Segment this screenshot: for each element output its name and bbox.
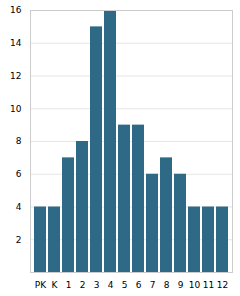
svg-text:2: 2 [16,235,22,245]
svg-text:6: 6 [136,280,142,290]
svg-text:4: 4 [108,280,114,290]
svg-text:2: 2 [80,280,86,290]
svg-text:6: 6 [16,169,22,179]
svg-text:K: K [52,280,59,290]
svg-text:14: 14 [10,38,22,48]
svg-text:PK: PK [35,280,47,290]
svg-text:12: 12 [217,280,228,290]
svg-text:10: 10 [10,104,22,114]
svg-text:9: 9 [178,280,184,290]
svg-text:10: 10 [189,280,201,290]
svg-text:8: 8 [16,136,22,146]
svg-text:8: 8 [164,280,170,290]
svg-text:11: 11 [203,280,214,290]
svg-text:7: 7 [150,280,156,290]
svg-text:12: 12 [10,71,21,81]
svg-text:4: 4 [16,202,22,212]
svg-text:1: 1 [66,280,72,290]
svg-text:3: 3 [94,280,100,290]
svg-text:16: 16 [10,5,22,15]
svg-text:5: 5 [122,280,128,290]
